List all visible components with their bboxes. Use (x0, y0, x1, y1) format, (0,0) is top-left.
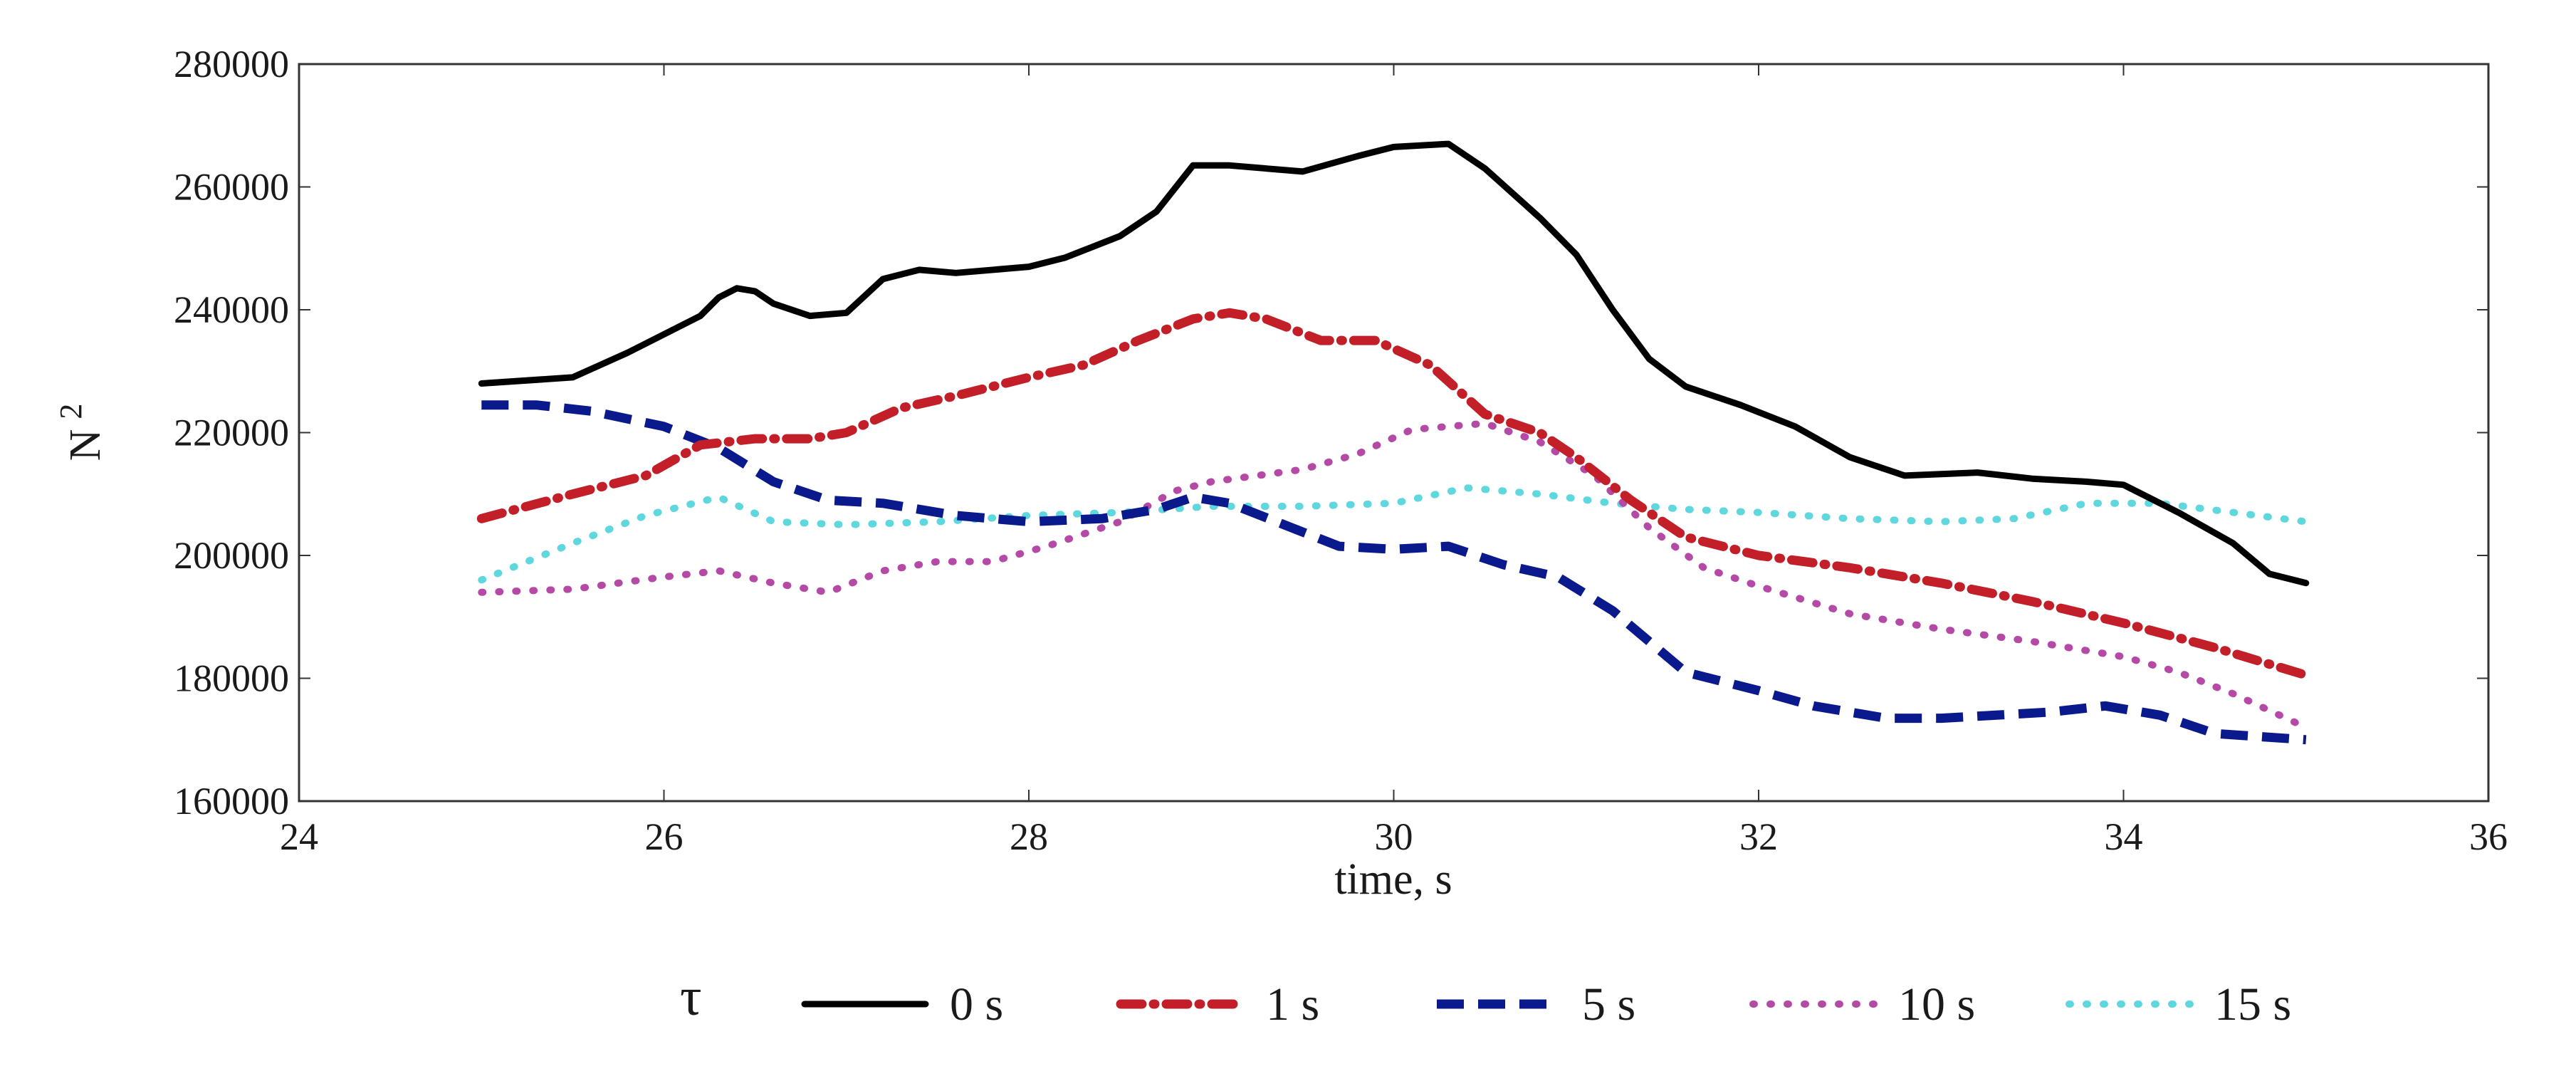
y-axis-label-superscript: 2 (53, 404, 88, 419)
x-tick-label: 24 (280, 815, 318, 858)
legend-label: 1 s (1266, 978, 1319, 1030)
series-line-0s (478, 140, 2310, 587)
series-line-10s (478, 419, 2310, 731)
y-tick-label: 220000 (174, 412, 289, 454)
series-line-5s (481, 400, 2307, 745)
x-tick-label: 28 (1010, 815, 1048, 858)
x-axis-label: time, s (1334, 855, 1452, 904)
x-tick-label: 30 (1375, 815, 1413, 858)
legend-label: 5 s (1582, 978, 1635, 1030)
y-tick-labels: 160000 180000 200000 220000 240000 260000 2800… (174, 43, 289, 822)
y-axis-label-main: N (61, 429, 110, 461)
series-line-1s (476, 308, 2311, 680)
series-line-15s (478, 484, 2310, 584)
y-tick-label: 180000 (174, 657, 289, 700)
x-tick-labels: 24 26 28 30 32 34 36 (280, 815, 2508, 858)
x-tick-label: 32 (1739, 815, 1778, 858)
y-tick-label: 260000 (174, 166, 289, 209)
y-tick-label: 280000 (174, 43, 289, 85)
legend-title: τ (680, 967, 702, 1027)
x-tick-label: 36 (2469, 815, 2508, 858)
series-layer (476, 140, 2311, 745)
y-tick-label: 160000 (174, 780, 289, 822)
legend-label: 15 s (2214, 978, 2291, 1030)
x-tick-label: 26 (645, 815, 684, 858)
tick-marks (298, 63, 2489, 802)
y-tick-label: 240000 (174, 288, 289, 331)
x-tick-label: 34 (2105, 815, 2143, 858)
y-axis-label: N2 (53, 404, 110, 461)
legend-label: 0 s (950, 978, 1003, 1030)
svg-text:N2: N2 (53, 404, 110, 461)
legend: τ 0 s 1 s 5 s 10 s 15 s (680, 967, 2291, 1030)
legend-label: 10 s (1898, 978, 1975, 1030)
y-tick-label: 200000 (174, 534, 289, 577)
legend-entries: 0 s 1 s 5 s 10 s 15 s (801, 978, 2291, 1030)
plot-frame (298, 63, 2490, 803)
